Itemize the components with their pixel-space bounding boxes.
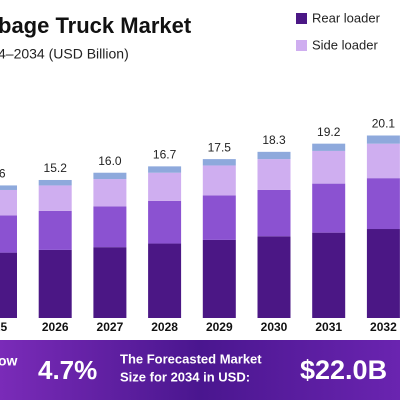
bar-segment [366,143,400,179]
bar-segment [202,195,236,240]
bar-segment [312,143,346,151]
bar-segment [257,151,291,160]
chart-subtitle: 4–2034 (USD Billion) [0,46,129,62]
legend-label: Rear loader [312,10,381,25]
total-label: 15.2 [44,161,68,175]
x-tick-label: 2028 [151,320,178,334]
total-label: 19.2 [317,125,341,139]
bar-segment [202,239,236,318]
bar-segment [312,150,346,184]
legend-label: Side loader [312,37,378,52]
banner [0,340,400,400]
x-tick-label: 25 [0,320,7,334]
x-tick-label: 2032 [370,320,397,334]
bar-segment [257,159,291,190]
bar-segment [148,243,182,318]
bar-segment [366,229,400,318]
chart-title: bage Truck Market [0,13,192,38]
banner-cagr: 4.7% [38,355,97,385]
bar-segment [148,172,182,201]
legend-swatch [296,40,307,51]
banner-line2: Size for 2034 in USD: [120,369,250,384]
x-tick-label: 2030 [261,320,288,334]
total-label: 20.1 [372,117,396,131]
bar-segment [202,165,236,196]
x-tick-label: 2029 [206,320,233,334]
bar-segment [38,179,72,186]
legend-swatch [296,13,307,24]
bar-segment [0,185,17,190]
banner-cagr-label: ow [0,353,18,369]
total-label: 16.0 [98,154,122,168]
x-tick-label: 2031 [315,320,342,334]
bar-segment [0,215,17,253]
total-label: 17.5 [208,140,232,154]
total-label: 16.7 [153,148,177,162]
bar-segment [312,232,346,318]
bar-segment [257,236,291,318]
bar-segment [257,189,291,237]
bar-segment [93,206,127,248]
bar-segment [312,183,346,233]
bar-segment [366,178,400,230]
total-label: 18.3 [262,133,286,147]
bar-segment [38,249,72,318]
bar-segment [93,247,127,318]
x-tick-label: 2027 [97,320,124,334]
x-tick-label: 2026 [42,320,69,334]
bar-segment [148,200,182,244]
banner-value: $22.0B [300,355,387,385]
bar-segment [93,179,127,207]
banner-line1: The Forecasted Market [120,351,262,366]
bar-segment [0,189,17,216]
bar-segment [38,210,72,250]
bar-segment [38,185,72,211]
bar-segment [148,166,182,173]
total-label: .6 [0,167,6,181]
bar-segment [0,252,17,318]
bar-segment [366,135,400,144]
bar-segment [93,172,127,180]
bar-segment [202,159,236,166]
